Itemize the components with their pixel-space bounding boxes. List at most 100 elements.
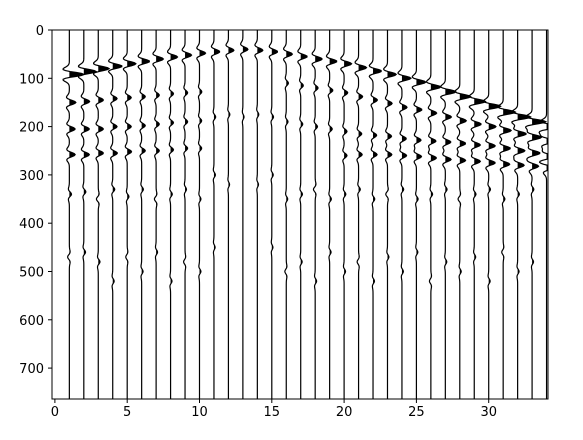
wavelet-fill [344,128,347,135]
trace [454,30,472,399]
wavelet-fill [387,188,389,201]
wavelet-fill [286,196,288,203]
wavelet-fill [430,110,437,117]
wavelet-fill [358,186,361,193]
wavelet-fill [69,71,84,78]
wavelet-fill [358,256,360,268]
wavelet-fill [373,196,375,203]
wavelet-fill [416,106,422,114]
wavelet-fill [257,111,259,118]
wavelet-fill [445,88,456,96]
wavelet-fill [185,186,187,193]
trace [354,30,368,399]
wavelet-fill [112,95,118,102]
trace [225,30,235,399]
trace [383,30,398,399]
wavelet-fill [430,275,432,287]
wavelet-fill [373,278,375,285]
wavelet-fill [83,126,90,133]
wavelet-fill [503,161,510,168]
wavelet-fill [488,143,496,150]
trace [77,30,98,399]
wavelet-fill [488,186,491,193]
wavelet-fill [373,68,382,75]
x-tick-label: 10 [191,405,208,420]
wavelet-fill [127,94,132,101]
wavelet-fill [430,84,441,91]
y-tick-label: 0 [36,24,44,39]
wavelet-fill [69,99,76,106]
wavelet-fill [401,104,408,111]
wavelet-fill [271,244,273,251]
wavelet-fill [358,151,363,158]
wavelet-fill [141,58,150,65]
trace [468,30,487,399]
wavelet-fill [401,268,404,275]
wavelet-fill [329,58,337,65]
wavelet-fill [242,46,248,53]
wavelet-fill [488,103,501,110]
wavelet-fill [387,71,397,78]
wavelet-fill [532,186,534,193]
wavelet-fill [373,132,377,139]
wavelet-fill [199,88,202,96]
wavelet-fill [503,246,504,258]
wavelet-fill [300,121,303,128]
wavelet-fill [69,126,76,133]
wavelet-fill [83,249,86,256]
wavelet-fill [257,47,263,54]
wavelet-fill [315,85,319,92]
wavelet-fill [459,268,462,275]
wavelet-fill [300,53,308,60]
wavelet-fill [532,150,541,157]
wavelet-fill [445,156,452,163]
wavelet-fill [517,162,525,169]
wavelet-fill [69,191,72,198]
wavelet-fill [141,186,144,193]
wavelet-fill [98,193,100,205]
wavelet-fill [127,123,132,130]
wavelet-fill [517,191,520,198]
trace [440,30,457,399]
wavelet-fill [329,196,332,203]
wavelet-fill [98,65,110,73]
x-tick-label: 15 [264,405,281,420]
wavelet-fill [344,152,347,159]
trace [397,30,412,399]
wavelet-fill [416,196,419,203]
trace [240,30,249,399]
wavelet-fill [416,79,426,86]
wavelet-fill [170,278,173,285]
trace [62,30,86,399]
wavelet-fill [503,196,505,203]
wavelet-fill [387,151,392,158]
trace [426,30,442,399]
wavelet-fill [459,157,466,164]
wavelet-fill [141,122,146,130]
x-tick-label: 0 [51,405,59,420]
trace [524,30,548,399]
trace [311,30,323,399]
wavelet-fill [156,92,160,99]
wavelet-fill [503,145,511,152]
x-tick-label: 30 [480,405,497,420]
trace [137,30,150,399]
wavelet-fill [170,146,174,154]
wavelet-fill [445,114,452,121]
wavelet-fill [271,48,278,56]
wavelet-fill [344,191,346,198]
wavelet-fill [546,123,548,130]
wavelet-fill [199,50,206,57]
wavelet-fill [315,278,317,285]
wavelet-fill [459,93,471,101]
wavelet-fill [532,258,534,266]
wavelet-fill [300,258,303,266]
wavelet-fill [83,68,97,75]
y-tick-label: 700 [19,362,44,377]
wavelet-fill [112,123,118,130]
wavelet-fill [228,47,234,54]
wavelet-fill [329,87,333,94]
wavelet-fill [228,181,230,188]
wavelet-fill [112,186,115,193]
